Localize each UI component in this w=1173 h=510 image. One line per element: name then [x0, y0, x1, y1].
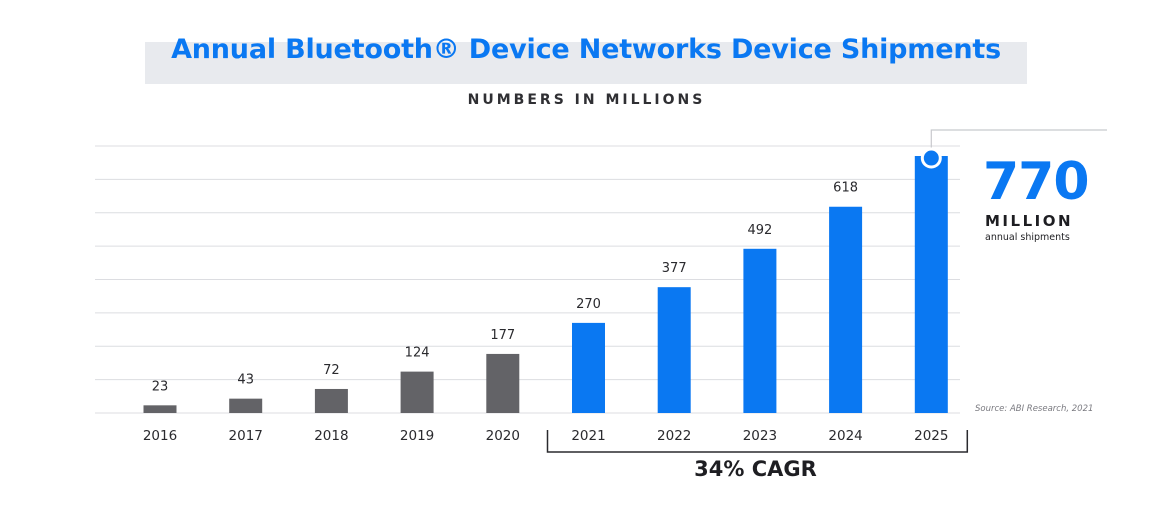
- x-tick-2020: 2020: [486, 428, 520, 444]
- bar-2024: [829, 206, 863, 413]
- bar-2018: [314, 388, 348, 413]
- bars: [143, 156, 948, 413]
- x-tick-2025: 2025: [914, 428, 948, 444]
- callout-value: 770: [983, 152, 1090, 212]
- source-note: Source: ABI Research, 2021: [975, 404, 1094, 414]
- bar-2020: [486, 353, 520, 413]
- chart-title: Annual Bluetooth® Device Networks Device…: [171, 34, 1001, 65]
- chart-subtitle: NUMBERS IN MILLIONS: [467, 92, 706, 108]
- bar-2025: [914, 156, 948, 413]
- value-label-2021: 270: [576, 297, 601, 312]
- x-tick-labels: 2016 2017 2018 2019 2020 2021 2022 2023 2024 2025: [143, 428, 949, 444]
- value-labels: 23 43 72 124 177 270 377 492 618: [152, 181, 858, 395]
- x-tick-2021: 2021: [571, 428, 605, 444]
- bar-2021: [572, 322, 605, 413]
- bar-2022: [657, 287, 691, 413]
- x-tick-2023: 2023: [743, 428, 777, 444]
- title-band: [145, 42, 1027, 84]
- x-tick-2017: 2017: [229, 428, 263, 444]
- x-tick-2024: 2024: [828, 428, 862, 444]
- value-label-2017: 43: [237, 373, 254, 388]
- value-label-2018: 72: [323, 363, 340, 378]
- bar-2023: [743, 248, 777, 413]
- callout-connector: [930, 129, 1107, 149]
- grid-lines: [95, 145, 960, 414]
- value-label-2016: 23: [152, 379, 169, 394]
- x-tick-2022: 2022: [657, 428, 691, 444]
- cagr-label: 34% CAGR: [694, 457, 817, 481]
- x-tick-2018: 2018: [314, 428, 348, 444]
- value-label-2019: 124: [405, 346, 430, 361]
- value-label-2020: 177: [490, 328, 515, 343]
- bar-2016: [143, 405, 177, 413]
- annotations: [546, 129, 1107, 453]
- peak-marker: [920, 147, 942, 169]
- callout-unit: MILLION: [985, 212, 1074, 230]
- x-tick-2016: 2016: [143, 428, 177, 444]
- cagr-bracket: [546, 430, 969, 453]
- value-label-2022: 377: [662, 261, 687, 276]
- value-label-2024: 618: [833, 181, 858, 196]
- bar-2019: [400, 371, 434, 413]
- callout-caption: annual shipments: [985, 232, 1070, 243]
- x-tick-2019: 2019: [400, 428, 434, 444]
- bar-2017: [229, 398, 263, 413]
- value-label-2023: 492: [747, 223, 772, 238]
